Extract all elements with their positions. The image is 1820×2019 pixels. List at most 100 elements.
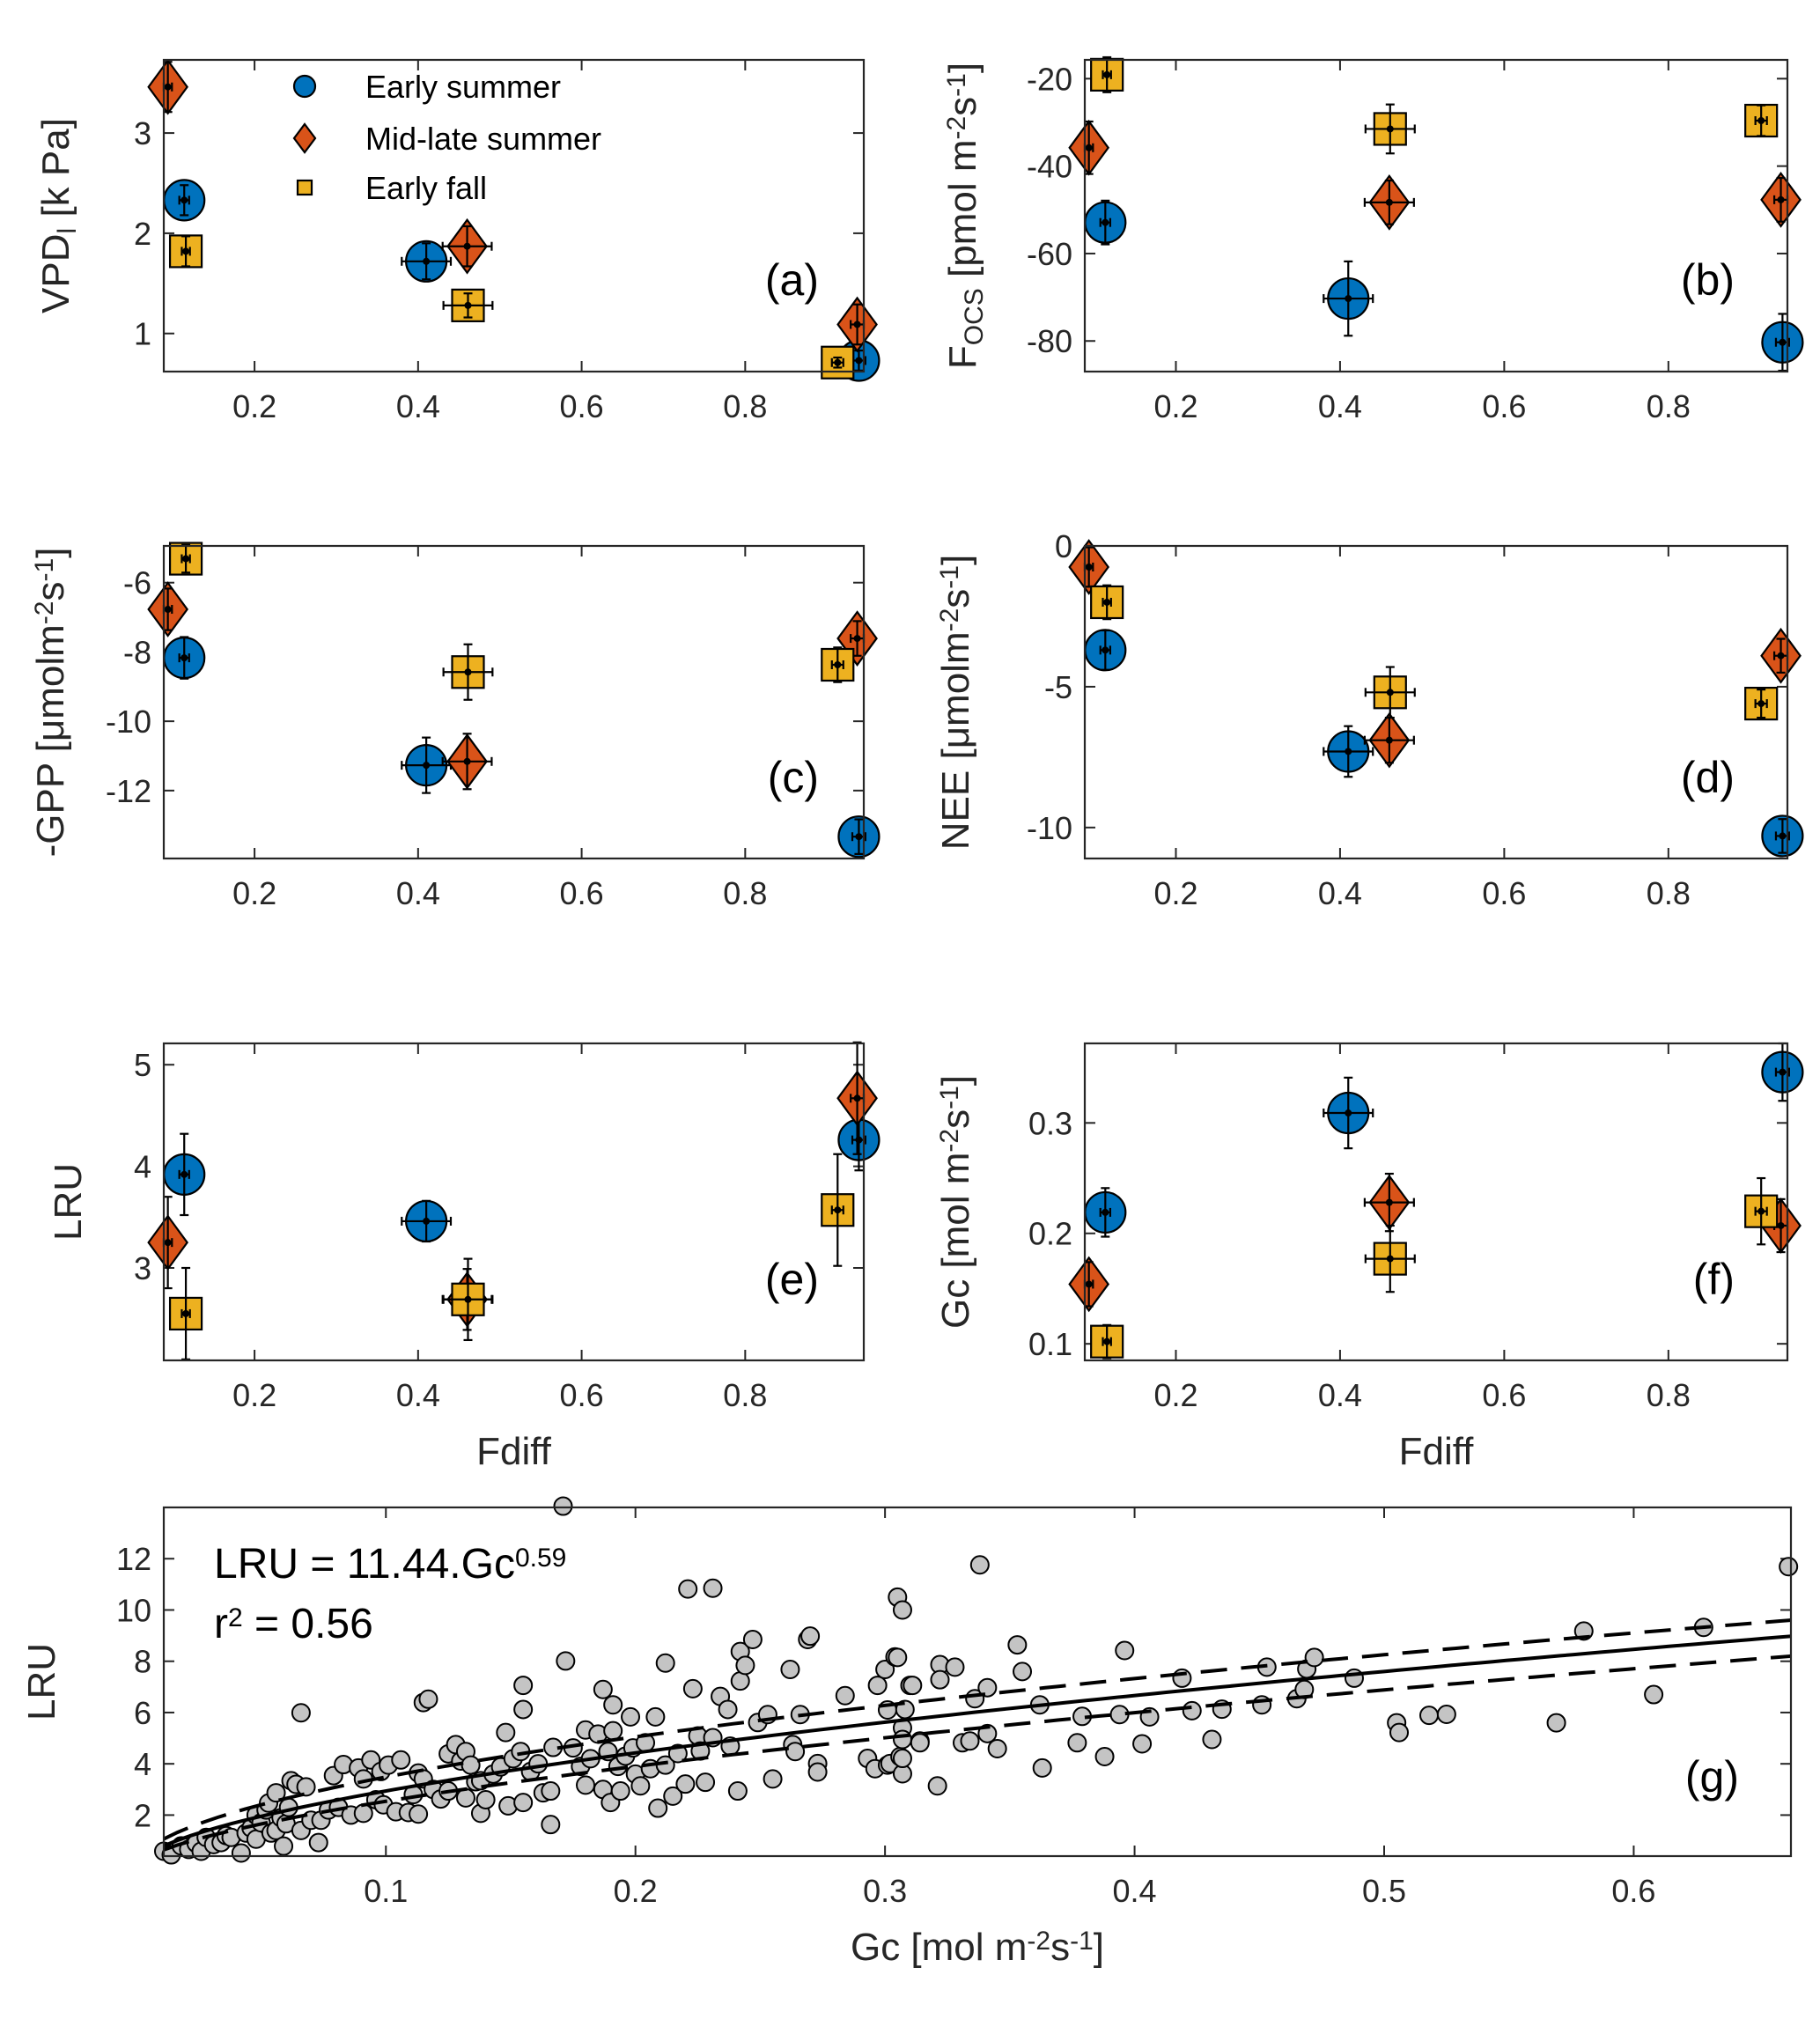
axes-frame: [162, 544, 866, 860]
panel-f: 0.2 0.4 0.6 0.8 0.1 0.2 0.3 Gc [mol m-2s-1] Fdif…: [934, 1042, 1804, 1473]
scatter-point: [1067, 1733, 1087, 1753]
legend-diamond-marker-icon: [292, 122, 317, 154]
data-point-square: [442, 1257, 494, 1342]
y-tick-label: -8: [123, 634, 151, 670]
scatter-point: [645, 1706, 666, 1727]
panel-label: (e): [765, 1255, 819, 1304]
y-tick-label: 0.1: [1028, 1326, 1072, 1362]
panel-label: (c): [768, 753, 819, 802]
data-point-square: [821, 1153, 855, 1267]
y-tick-label: 12: [116, 1541, 151, 1577]
scatter-point: [231, 1843, 251, 1863]
series-early-summer: [163, 1108, 881, 1243]
label-units: [pmol m: [941, 140, 984, 289]
scatter-point: [696, 1772, 716, 1793]
mean-dot: [834, 660, 842, 668]
scatter-point: [418, 1689, 438, 1709]
label-main: VPD: [34, 233, 77, 313]
mean-dot: [1345, 1109, 1352, 1117]
axes-frame: [1083, 1042, 1789, 1362]
x-tick-label: 0.8: [1647, 875, 1691, 911]
mean-dot: [1386, 125, 1394, 133]
data-point-diamond: [1363, 711, 1415, 769]
label-units: s: [941, 97, 984, 116]
mean-dot: [423, 762, 431, 770]
mean-dot: [463, 242, 471, 250]
label-main: F: [941, 345, 984, 369]
data-point-circle: [163, 636, 206, 680]
scatter-point: [528, 1754, 549, 1774]
axes-frame: [162, 1042, 866, 1362]
data-point-diamond: [147, 58, 189, 115]
mean-dot: [1085, 563, 1093, 571]
mean-dot: [1102, 1208, 1109, 1216]
plot-area: [1068, 55, 1804, 372]
confidence-band-lower: [163, 1654, 1792, 1852]
label-superscript: -2: [30, 601, 59, 625]
mean-dot: [853, 635, 861, 643]
scatter-point: [867, 1676, 888, 1696]
r2-superscript: 2: [228, 1603, 243, 1632]
scatter-point: [553, 1496, 573, 1516]
label-superscript: -1: [1070, 1927, 1094, 1956]
scatter-point: [1032, 1757, 1052, 1778]
x-tick-label: 0.4: [1318, 875, 1362, 911]
mean-dot: [1385, 198, 1393, 206]
mean-dot: [164, 83, 172, 91]
y-axis-title: LRU: [47, 1163, 90, 1241]
mean-dot: [1102, 218, 1109, 226]
scatter-point: [308, 1832, 328, 1853]
label-main: LRU: [20, 1643, 63, 1721]
label-main: Gc [mol m: [934, 1153, 977, 1329]
scatter-point: [1644, 1684, 1664, 1705]
scatter-point: [663, 1786, 683, 1806]
mean-dot: [1385, 736, 1393, 744]
scatter-point: [800, 1626, 821, 1647]
y-tick-label: 1: [134, 316, 151, 352]
mean-dot: [1085, 1280, 1093, 1288]
mean-dot: [1103, 598, 1111, 606]
mean-dot: [1757, 1207, 1765, 1215]
label-units: ]: [934, 1075, 977, 1086]
scatter-point: [888, 1647, 908, 1668]
label-units: s: [934, 1109, 977, 1129]
plot-area: [147, 58, 881, 382]
x-tick-label: 0.6: [1482, 1377, 1526, 1413]
mean-dot: [463, 757, 471, 765]
mean-dot: [464, 1295, 472, 1303]
legend-circle-marker-icon: [292, 74, 317, 99]
scatter-point: [1115, 1640, 1135, 1661]
data-point-circle: [401, 1199, 453, 1243]
data-point-circle: [1323, 260, 1374, 337]
y-tick-label: -10: [1027, 810, 1072, 846]
mean-dot: [181, 1170, 188, 1178]
scatter-point: [927, 1776, 947, 1796]
x-axis-title: Gc [mol m-2s-1]: [851, 1926, 1104, 1969]
data-point-diamond: [1068, 1256, 1110, 1313]
mean-dot: [1777, 1221, 1785, 1229]
r2-value: = 0.56: [243, 1601, 373, 1647]
scatter-point: [603, 1721, 623, 1741]
scatter-point: [513, 1699, 534, 1720]
confidence-band-upper: [163, 1618, 1792, 1841]
power-fit-line: [163, 1634, 1792, 1848]
data-point-circle: [401, 736, 453, 794]
panel-e: 0.2 0.4 0.6 0.8 3 4 5 LRU Fdiff (e): [47, 1041, 881, 1473]
mean-dot: [1345, 295, 1352, 303]
y-tick-label: 4: [134, 1149, 151, 1185]
series-early-fall: [168, 542, 855, 701]
y-axis-title: NEE [μmolm-2s-1]: [934, 555, 977, 850]
scatter-point: [556, 1651, 576, 1671]
scatter-point: [969, 1555, 990, 1575]
mean-dot: [1779, 832, 1787, 840]
x-tick-label: 0.6: [1482, 388, 1526, 424]
scatter-point: [735, 1655, 755, 1676]
mean-dot: [1102, 646, 1109, 654]
y-axis-title: Gc [mol m-2s-1]: [934, 1075, 977, 1329]
label-superscript: -1: [30, 558, 59, 582]
mean-dot: [182, 247, 190, 255]
mean-dot: [853, 1094, 861, 1102]
scatter-point: [291, 1703, 311, 1723]
data-point-square: [1364, 666, 1416, 719]
x-tick-label: 0.6: [560, 1377, 604, 1413]
